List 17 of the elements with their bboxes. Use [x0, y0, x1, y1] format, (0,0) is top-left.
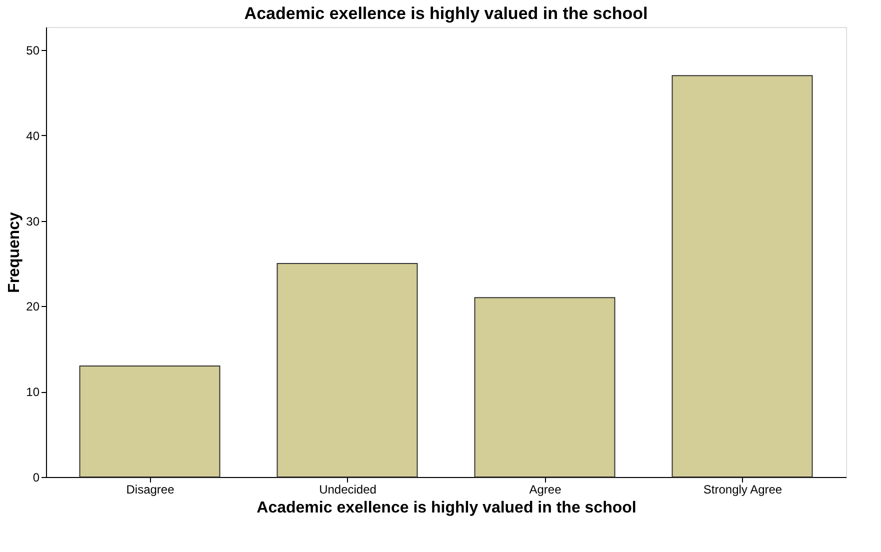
x-axis-title: Academic exellence is highly valued in the school [256, 500, 636, 516]
y-tick-label: 30 [26, 214, 40, 228]
chart-title: Academic exellence is highly valued in the school [244, 4, 648, 23]
y-tick-label: 40 [26, 128, 40, 143]
bar [276, 263, 418, 478]
y-tick-label: 0 [32, 470, 40, 484]
x-tick-label: Strongly Agree [703, 482, 782, 496]
y-axis-title: Frequency [6, 212, 24, 293]
y-tick-label: 10 [26, 385, 40, 400]
bar [474, 297, 616, 478]
bar [672, 75, 813, 478]
x-tick-label: Disagree [126, 482, 175, 496]
x-tick-label: Undecided [319, 482, 376, 496]
y-tick-label: 50 [26, 44, 40, 58]
x-tick-label: Agree [529, 482, 562, 496]
bar [79, 365, 220, 478]
y-tick-label: 20 [26, 300, 40, 314]
